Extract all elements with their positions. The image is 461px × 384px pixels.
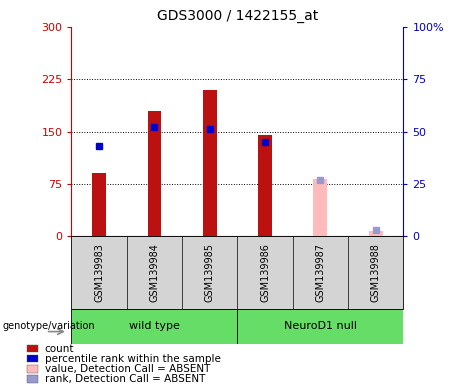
Text: wild type: wild type (129, 321, 180, 331)
Text: count: count (45, 344, 74, 354)
Bar (258, 135, 272, 236)
Text: NeuroD1 null: NeuroD1 null (284, 321, 357, 331)
Text: GSM139984: GSM139984 (149, 243, 160, 302)
Text: GSM139985: GSM139985 (205, 243, 215, 302)
Text: value, Detection Call = ABSENT: value, Detection Call = ABSENT (45, 364, 210, 374)
Text: GSM139983: GSM139983 (94, 243, 104, 302)
Bar (369, 230, 383, 236)
Bar (27, 365, 38, 372)
Bar (71, 309, 237, 344)
Text: GSM139987: GSM139987 (315, 243, 325, 302)
Title: GDS3000 / 1422155_at: GDS3000 / 1422155_at (157, 9, 318, 23)
Bar (148, 111, 161, 236)
Bar (27, 375, 38, 382)
Text: percentile rank within the sample: percentile rank within the sample (45, 354, 221, 364)
Bar (203, 90, 217, 236)
Bar (237, 309, 403, 344)
Bar (27, 345, 38, 353)
Text: GSM139988: GSM139988 (371, 243, 381, 302)
Text: genotype/variation: genotype/variation (2, 321, 95, 331)
Text: GSM139986: GSM139986 (260, 243, 270, 302)
Bar (92, 174, 106, 236)
Text: rank, Detection Call = ABSENT: rank, Detection Call = ABSENT (45, 374, 205, 384)
Bar (313, 179, 327, 236)
Bar (27, 355, 38, 362)
